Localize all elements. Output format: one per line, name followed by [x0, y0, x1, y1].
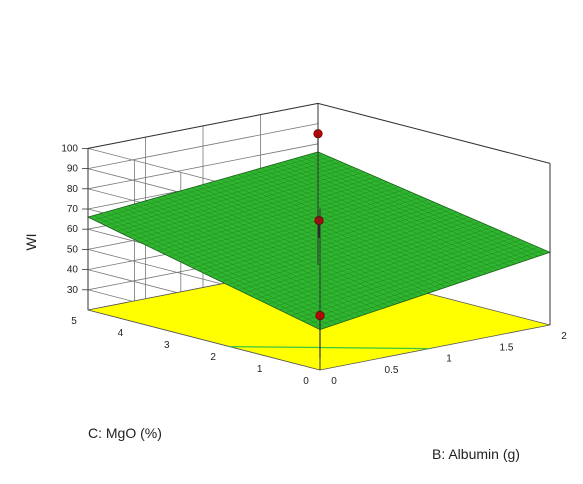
z-tick-label: 40 — [67, 265, 79, 276]
z-axis-label: WI — [23, 233, 39, 250]
surface-mesh-line — [237, 174, 470, 280]
surface-mesh-line — [220, 179, 453, 286]
surface-mesh-line — [300, 156, 533, 259]
surface-mesh-line — [208, 182, 441, 290]
box-front-edges — [87, 102, 551, 370]
albumin-tick-label: 0.5 — [385, 365, 399, 376]
surface-mesh-line — [192, 196, 423, 268]
surface-mesh-line — [198, 199, 429, 271]
surface-mesh-line — [243, 172, 476, 278]
mgo-axis-label: C: MgO (%) — [88, 425, 162, 441]
mgo-tick-label: 5 — [71, 316, 77, 327]
mgo-tick-label: 3 — [164, 340, 170, 351]
surface-mesh-line — [271, 164, 505, 268]
surface-mesh-line — [312, 153, 545, 255]
z-tick-label: 60 — [67, 224, 79, 235]
surface-mesh-line — [111, 161, 342, 229]
mgo-tick-label: 2 — [210, 352, 216, 363]
z-tick-label: 90 — [67, 164, 79, 175]
surface-mesh-line — [186, 194, 417, 266]
surface-mesh-line — [260, 167, 493, 272]
box-top-edge — [87, 102, 551, 164]
albumin-tick-label: 2 — [561, 331, 567, 342]
mgo-tick-label: 1 — [257, 364, 263, 375]
surface-mesh-line — [116, 164, 348, 232]
surface-mesh-line — [254, 169, 487, 274]
albumin-axis-label: B: Albumin (g) — [432, 446, 520, 462]
z-tick-label: 70 — [67, 204, 79, 215]
surface-mesh-line — [151, 179, 382, 249]
albumin-tick-label: 1.5 — [500, 342, 514, 353]
surface-mesh-line — [140, 174, 371, 243]
design-point — [314, 215, 324, 226]
floor-contour-line — [229, 346, 430, 350]
surface-mesh-line — [277, 163, 510, 267]
surface-mesh-line — [306, 154, 539, 257]
z-tick-label: 50 — [67, 244, 79, 255]
response-surface — [86, 151, 552, 331]
surface-mesh-line — [289, 159, 522, 263]
z-tick-label: 80 — [67, 184, 79, 195]
surface-mesh-line — [231, 176, 464, 282]
surface-mesh-line — [157, 181, 388, 252]
surface-mesh-line — [163, 184, 394, 254]
mgo-tick-label: 0 — [303, 376, 309, 387]
surface-mesh-line — [248, 171, 482, 276]
z-tick-label: 100 — [61, 143, 78, 154]
surface-mesh-line — [93, 154, 324, 221]
surface-mesh-line — [266, 166, 499, 270]
surface-mesh-line — [283, 161, 516, 265]
surface-mesh-line — [105, 159, 336, 226]
surface-mesh-line — [294, 158, 528, 261]
surface-mesh-line — [99, 156, 330, 223]
albumin-tick-label: 0 — [331, 376, 337, 387]
surface-mesh-line — [169, 186, 400, 257]
mgo-tick-label: 4 — [118, 328, 124, 339]
surface-mesh-line — [128, 169, 359, 238]
surface-mesh-line — [174, 189, 406, 260]
surface-mesh-line — [134, 171, 365, 240]
surface-mesh-line — [225, 177, 459, 284]
surface-mesh-line — [180, 191, 411, 263]
z-tick-label: 30 — [67, 285, 79, 296]
surface-mesh-line — [214, 180, 447, 288]
surface-mesh-line — [145, 176, 377, 246]
albumin-tick-label: 1 — [446, 354, 452, 365]
surface-mesh-line — [122, 166, 353, 235]
